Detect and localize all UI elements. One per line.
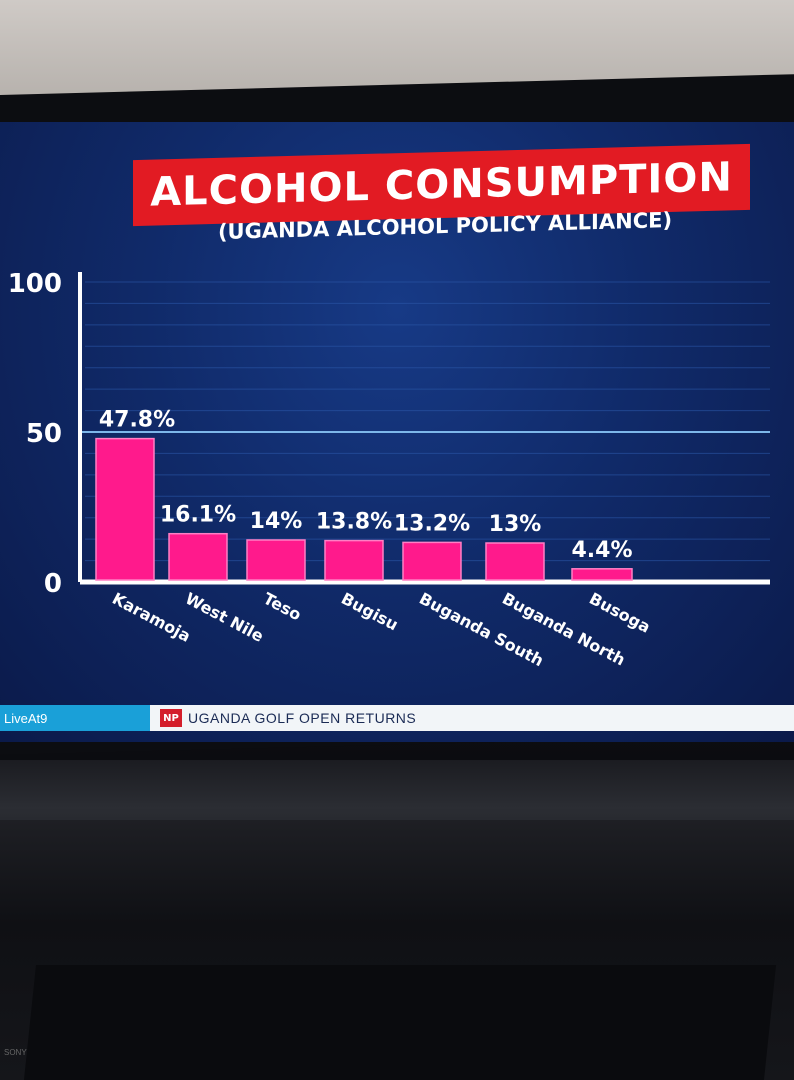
show-tag: LiveAt9 <box>0 705 150 731</box>
bar <box>168 532 228 581</box>
news-ticker: LiveAt9 NP UGANDA GOLF OPEN RETURNS <box>0 705 794 731</box>
bar <box>324 539 384 581</box>
ticker-headline: UGANDA GOLF OPEN RETURNS <box>188 710 417 726</box>
value-label: 13% <box>489 512 542 537</box>
y-tick-label: 0 <box>44 569 62 599</box>
bars <box>95 437 633 581</box>
category-label: Teso <box>260 589 304 625</box>
bar <box>246 539 306 581</box>
device-box <box>23 965 777 1080</box>
value-label: 13.8% <box>316 510 392 535</box>
bar <box>485 542 545 581</box>
y-tick-label: 50 <box>26 419 62 449</box>
channel-logo-icon: NP <box>160 709 182 727</box>
bar-chart: 0 50 100 47.8% Karamoja 16.1% West Nile 14% Tes… <box>8 269 770 670</box>
brand-label: SONY <box>4 1048 27 1057</box>
tv-screen: ALCOHOL CONSUMPTION (UGANDA ALCOHOL POLI… <box>0 122 794 742</box>
chart-title: ALCOHOL CONSUMPTION <box>150 154 733 216</box>
value-label: 47.8% <box>99 408 175 433</box>
grid-lines <box>80 281 770 562</box>
category-label: Busoga <box>586 589 654 637</box>
category-label: Bugisu <box>338 589 401 635</box>
category-label: West Nile <box>182 589 267 646</box>
value-label: 13.2% <box>394 511 470 536</box>
category-label: Karamoja <box>109 589 194 646</box>
y-tick-label: 100 <box>8 269 62 299</box>
value-label: 4.4% <box>571 538 632 563</box>
axes: 0 50 100 <box>8 269 770 599</box>
bar <box>95 437 155 581</box>
value-label: 16.1% <box>160 503 236 528</box>
bar <box>402 541 462 581</box>
value-label: 14% <box>250 509 303 534</box>
bar <box>571 568 633 581</box>
